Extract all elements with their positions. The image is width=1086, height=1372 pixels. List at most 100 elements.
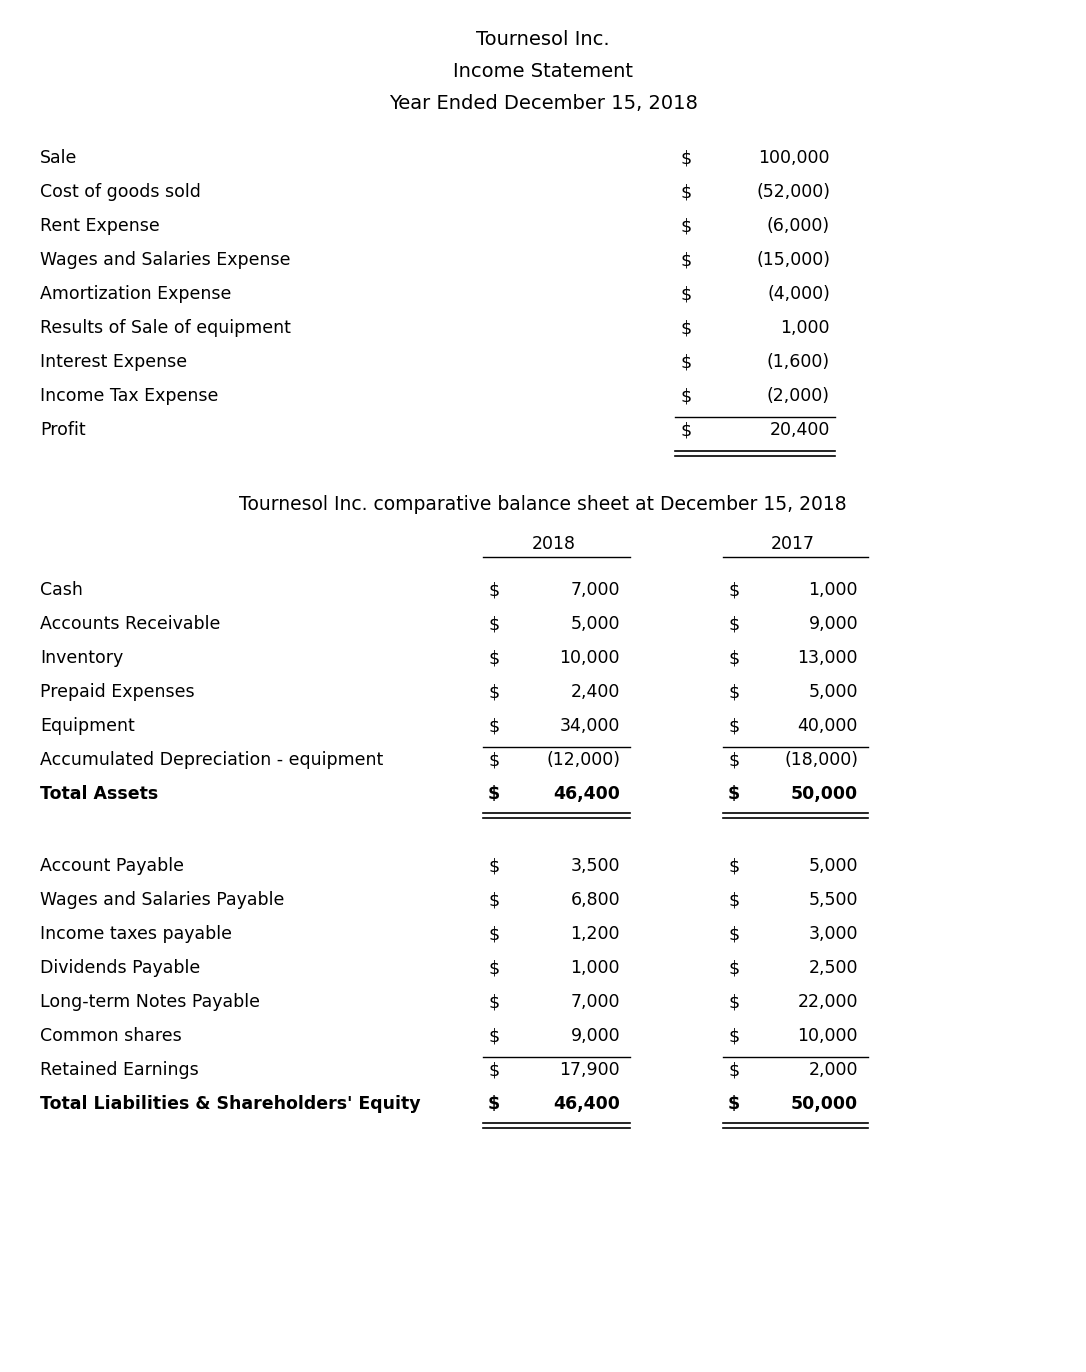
- Text: Wages and Salaries Payable: Wages and Salaries Payable: [40, 890, 285, 910]
- Text: (2,000): (2,000): [767, 387, 830, 405]
- Text: $: $: [728, 959, 740, 977]
- Text: (15,000): (15,000): [756, 251, 830, 269]
- Text: $: $: [728, 890, 740, 910]
- Text: 3,000: 3,000: [808, 925, 858, 943]
- Text: 100,000: 100,000: [758, 150, 830, 167]
- Text: 6,800: 6,800: [570, 890, 620, 910]
- Text: 1,000: 1,000: [570, 959, 620, 977]
- Text: 40,000: 40,000: [797, 718, 858, 735]
- Text: 17,900: 17,900: [559, 1061, 620, 1078]
- Text: 5,500: 5,500: [808, 890, 858, 910]
- Text: 5,000: 5,000: [808, 683, 858, 701]
- Text: $: $: [488, 649, 500, 667]
- Text: 2017: 2017: [771, 535, 814, 553]
- Text: Cash: Cash: [40, 580, 83, 600]
- Text: 20,400: 20,400: [770, 421, 830, 439]
- Text: Equipment: Equipment: [40, 718, 135, 735]
- Text: 46,400: 46,400: [553, 785, 620, 803]
- Text: (1,600): (1,600): [767, 353, 830, 370]
- Text: Dividends Payable: Dividends Payable: [40, 959, 200, 977]
- Text: $: $: [488, 1061, 500, 1078]
- Text: Prepaid Expenses: Prepaid Expenses: [40, 683, 194, 701]
- Text: $: $: [680, 285, 692, 303]
- Text: 7,000: 7,000: [570, 993, 620, 1011]
- Text: $: $: [728, 750, 740, 768]
- Text: Rent Expense: Rent Expense: [40, 217, 160, 235]
- Text: Tournesol Inc. comparative balance sheet at December 15, 2018: Tournesol Inc. comparative balance sheet…: [239, 495, 847, 514]
- Text: Tournesol Inc.: Tournesol Inc.: [476, 30, 610, 49]
- Text: $: $: [488, 683, 500, 701]
- Text: $: $: [488, 925, 500, 943]
- Text: (52,000): (52,000): [756, 182, 830, 202]
- Text: 1,000: 1,000: [808, 580, 858, 600]
- Text: 7,000: 7,000: [570, 580, 620, 600]
- Text: 13,000: 13,000: [797, 649, 858, 667]
- Text: $: $: [680, 421, 692, 439]
- Text: Common shares: Common shares: [40, 1028, 181, 1045]
- Text: 46,400: 46,400: [553, 1095, 620, 1113]
- Text: $: $: [728, 683, 740, 701]
- Text: 2,000: 2,000: [808, 1061, 858, 1078]
- Text: Account Payable: Account Payable: [40, 858, 184, 875]
- Text: $: $: [488, 993, 500, 1011]
- Text: Retained Earnings: Retained Earnings: [40, 1061, 199, 1078]
- Text: 10,000: 10,000: [559, 649, 620, 667]
- Text: $: $: [728, 858, 740, 875]
- Text: 50,000: 50,000: [791, 785, 858, 803]
- Text: 34,000: 34,000: [559, 718, 620, 735]
- Text: 5,000: 5,000: [570, 615, 620, 632]
- Text: Inventory: Inventory: [40, 649, 123, 667]
- Text: $: $: [680, 387, 692, 405]
- Text: 3,500: 3,500: [570, 858, 620, 875]
- Text: Income Statement: Income Statement: [453, 62, 633, 81]
- Text: Income Tax Expense: Income Tax Expense: [40, 387, 218, 405]
- Text: $: $: [488, 890, 500, 910]
- Text: Total Liabilities & Shareholders' Equity: Total Liabilities & Shareholders' Equity: [40, 1095, 420, 1113]
- Text: 2018: 2018: [532, 535, 576, 553]
- Text: $: $: [488, 959, 500, 977]
- Text: Wages and Salaries Expense: Wages and Salaries Expense: [40, 251, 290, 269]
- Text: $: $: [680, 251, 692, 269]
- Text: $: $: [488, 858, 500, 875]
- Text: Interest Expense: Interest Expense: [40, 353, 187, 370]
- Text: $: $: [488, 580, 500, 600]
- Text: $: $: [728, 993, 740, 1011]
- Text: $: $: [728, 1028, 740, 1045]
- Text: $: $: [680, 182, 692, 202]
- Text: Accounts Receivable: Accounts Receivable: [40, 615, 220, 632]
- Text: $: $: [488, 615, 500, 632]
- Text: Results of Sale of equipment: Results of Sale of equipment: [40, 320, 291, 338]
- Text: $: $: [728, 1061, 740, 1078]
- Text: Profit: Profit: [40, 421, 86, 439]
- Text: Total Assets: Total Assets: [40, 785, 159, 803]
- Text: 2,400: 2,400: [570, 683, 620, 701]
- Text: 5,000: 5,000: [808, 858, 858, 875]
- Text: Sale: Sale: [40, 150, 77, 167]
- Text: (6,000): (6,000): [767, 217, 830, 235]
- Text: 50,000: 50,000: [791, 1095, 858, 1113]
- Text: $: $: [728, 615, 740, 632]
- Text: 2,500: 2,500: [808, 959, 858, 977]
- Text: $: $: [680, 320, 692, 338]
- Text: 9,000: 9,000: [570, 1028, 620, 1045]
- Text: $: $: [728, 1095, 741, 1113]
- Text: Amortization Expense: Amortization Expense: [40, 285, 231, 303]
- Text: 22,000: 22,000: [797, 993, 858, 1011]
- Text: $: $: [680, 217, 692, 235]
- Text: $: $: [680, 353, 692, 370]
- Text: Income taxes payable: Income taxes payable: [40, 925, 232, 943]
- Text: $: $: [728, 649, 740, 667]
- Text: $: $: [488, 750, 500, 768]
- Text: Year Ended December 15, 2018: Year Ended December 15, 2018: [389, 95, 697, 113]
- Text: $: $: [728, 718, 740, 735]
- Text: 10,000: 10,000: [797, 1028, 858, 1045]
- Text: $: $: [728, 785, 741, 803]
- Text: (4,000): (4,000): [767, 285, 830, 303]
- Text: $: $: [680, 150, 692, 167]
- Text: 9,000: 9,000: [808, 615, 858, 632]
- Text: $: $: [728, 925, 740, 943]
- Text: (18,000): (18,000): [784, 750, 858, 768]
- Text: Accumulated Depreciation - equipment: Accumulated Depreciation - equipment: [40, 750, 383, 768]
- Text: (12,000): (12,000): [546, 750, 620, 768]
- Text: $: $: [488, 718, 500, 735]
